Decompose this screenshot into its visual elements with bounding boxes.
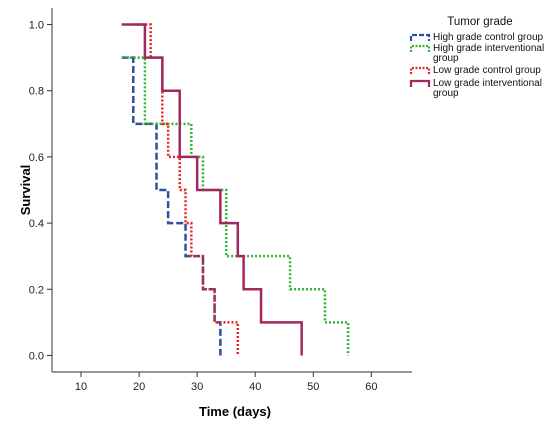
x-tick-label: 10 [75, 381, 87, 393]
y-tick-label: 0.2 [29, 284, 44, 296]
legend-title: Tumor grade [447, 16, 512, 28]
x-tick-label: 20 [133, 381, 145, 393]
x-tick-label: 40 [249, 381, 261, 393]
x-tick-label: 60 [365, 381, 377, 393]
legend-label: High grade interventional [433, 43, 544, 54]
y-tick-label: 0.6 [29, 152, 44, 164]
y-tick-label: 1.0 [29, 20, 44, 32]
series-line-2 [121, 56, 350, 356]
legend-swatch-3 [409, 66, 431, 74]
legend: Tumor grade High grade control groupHigh… [409, 16, 544, 99]
series-line-1 [121, 56, 222, 356]
x-tick-label: 50 [307, 381, 319, 393]
x-axis-title: Time (days) [199, 404, 271, 419]
y-tick-label: 0.8 [29, 86, 44, 98]
series-line-4 [121, 23, 303, 356]
legend-swatch-2 [409, 44, 431, 52]
legend-label: group [433, 53, 459, 64]
legend-label: High grade control group [433, 32, 544, 43]
y-tick-label: 0.4 [29, 218, 44, 230]
y-axis-title: Survival [18, 165, 33, 216]
axes [51, 8, 412, 373]
legend-label: Low grade interventional [433, 78, 542, 89]
legend-swatch-4 [409, 79, 431, 87]
legend-swatch-1 [409, 33, 431, 41]
y-tick-label: 0.0 [29, 350, 44, 362]
x-axis-ticks: 10 20 30 40 50 60 [75, 372, 377, 393]
x-tick-label: 30 [191, 381, 203, 393]
series-line-3 [133, 23, 240, 356]
y-axis-ticks: 0.0 0.2 0.4 0.6 0.8 1.0 [29, 20, 52, 362]
legend-label: Low grade control group [433, 65, 541, 76]
legend-label: group [433, 88, 459, 99]
series-lines [121, 23, 350, 356]
